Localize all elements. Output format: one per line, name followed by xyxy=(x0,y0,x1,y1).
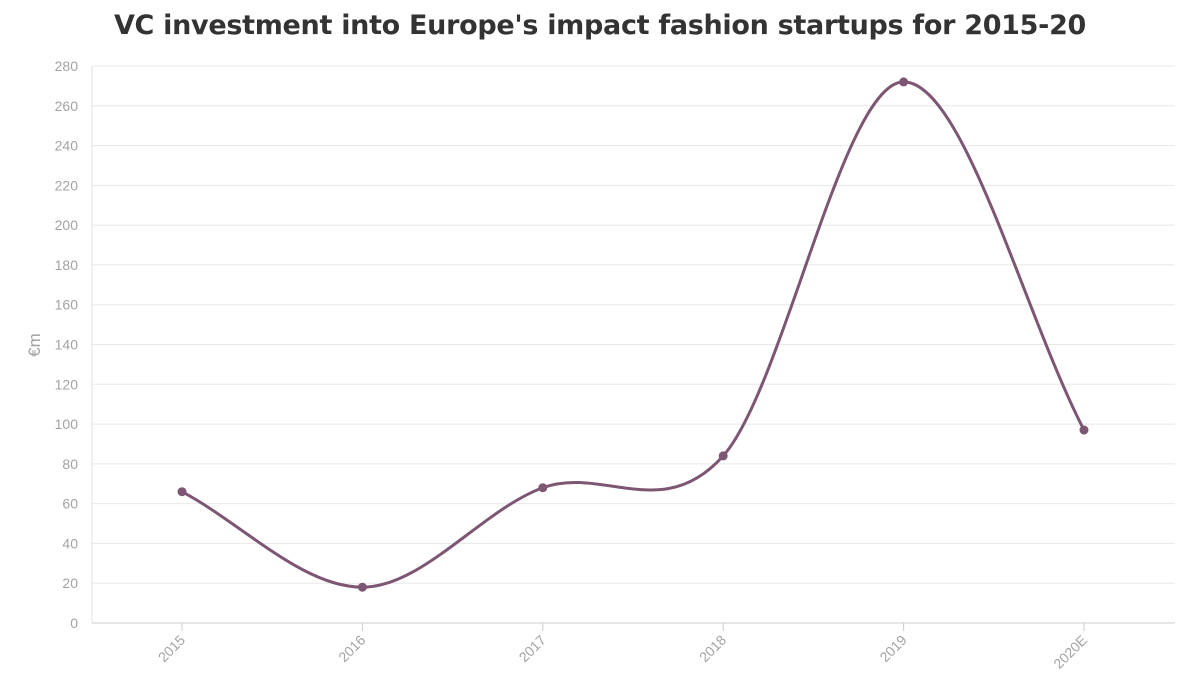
y-tick-label: 80 xyxy=(62,456,78,472)
y-tick-label: 140 xyxy=(55,337,79,353)
gridlines xyxy=(91,65,1175,624)
y-tick-label: 60 xyxy=(62,496,78,512)
x-axis-ticks: 2015 2016 2017 2018 2019 2020E xyxy=(155,623,1090,672)
x-tick-label: 2019 xyxy=(876,632,909,665)
x-tick-label: 2016 xyxy=(335,632,368,665)
data-point xyxy=(538,483,548,493)
data-point xyxy=(1079,425,1089,435)
x-tick-label: 2017 xyxy=(516,632,549,665)
data-point xyxy=(718,451,728,461)
y-tick-label: 240 xyxy=(55,138,79,154)
series-line xyxy=(180,80,1086,589)
y-axis-title: €m xyxy=(25,333,44,357)
y-tick-label: 280 xyxy=(55,58,79,74)
y-tick-label: 20 xyxy=(62,575,78,591)
y-tick-label: 0 xyxy=(70,615,78,631)
series-group xyxy=(177,77,1089,592)
x-tick-label: 2018 xyxy=(696,632,729,665)
x-tick-label: 2020E xyxy=(1050,632,1090,672)
y-tick-label: 100 xyxy=(55,416,79,432)
y-tick-label: 180 xyxy=(55,257,79,273)
y-tick-label: 260 xyxy=(55,98,79,114)
data-point xyxy=(899,77,909,87)
y-tick-label: 40 xyxy=(62,535,78,551)
y-tick-label: 220 xyxy=(55,177,79,193)
y-tick-label: 160 xyxy=(55,297,79,313)
y-tick-label: 200 xyxy=(55,217,79,233)
y-tick-label: 120 xyxy=(55,376,79,392)
data-point xyxy=(177,487,187,497)
chart-title: VC investment into Europe's impact fashi… xyxy=(113,10,1087,41)
x-tick-label: 2015 xyxy=(155,632,188,665)
data-point xyxy=(357,582,367,592)
y-axis-ticks: 0 20 40 60 80 100 120 140 160 180 200 220 240 260 280 xyxy=(55,58,79,631)
